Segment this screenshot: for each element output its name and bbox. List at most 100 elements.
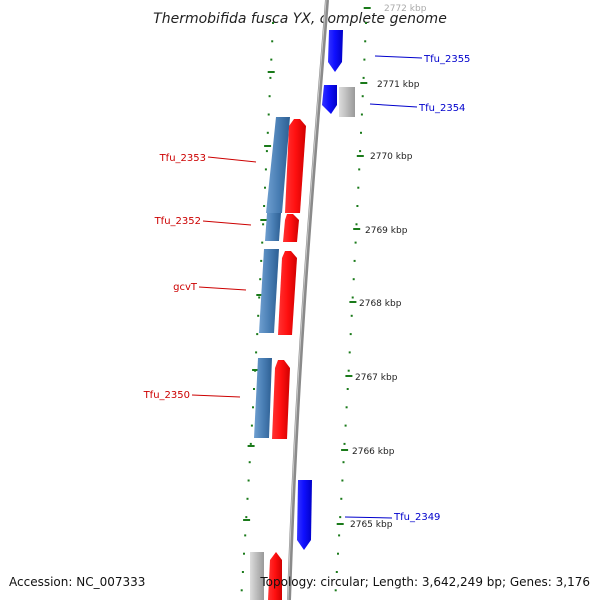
pseudogene-block[interactable]	[250, 552, 264, 600]
tick-mark	[243, 552, 245, 555]
tick-mark	[344, 424, 347, 427]
tick-mark	[360, 131, 362, 134]
tick-mark	[241, 571, 244, 573]
tick-mark	[355, 223, 358, 226]
tick-mark	[354, 241, 357, 244]
scale-label: 2769 kbp	[365, 226, 408, 236]
tick-mark	[267, 113, 270, 116]
scale-label: 2768 kbp	[359, 299, 402, 309]
forward-genes	[297, 30, 355, 550]
tick-mark	[357, 186, 360, 189]
tick-mark	[269, 76, 272, 79]
scale-label: 2770 kbp	[370, 152, 413, 162]
rna-block-tfu-2353[interactable]	[266, 117, 290, 213]
tick-mark	[340, 497, 343, 500]
tick-mark	[356, 205, 359, 207]
tick-mark	[246, 497, 249, 500]
rna-block-gcvt[interactable]	[259, 249, 279, 333]
major-tick	[360, 82, 368, 84]
tick-mark	[348, 351, 351, 354]
gene-arrow-tfu-2355[interactable]	[328, 30, 343, 72]
accession-text: Accession: NC_007333	[9, 575, 145, 589]
tick-mark	[262, 223, 265, 226]
tick-mark	[342, 461, 345, 464]
gene-arrow-tfu-2352[interactable]	[283, 214, 299, 242]
tick-mark	[240, 589, 243, 592]
scale-labels: 2772 kbp 2771 kbp 2770 kbp 2769 kbp 2768…	[350, 4, 427, 530]
major-tick	[345, 375, 353, 377]
gene-label-gcvt[interactable]: gcvT	[173, 282, 198, 293]
tick-mark	[265, 150, 268, 153]
tick-mark	[362, 76, 365, 79]
tick-mark	[363, 58, 366, 61]
inner-tick-ring	[240, 22, 275, 592]
tick-mark	[247, 479, 250, 482]
tick-mark	[263, 205, 266, 207]
tick-mark	[345, 406, 348, 409]
tick-mark	[261, 241, 264, 244]
tick-mark	[358, 168, 361, 171]
pseudogene-block[interactable]	[339, 87, 355, 117]
tick-mark	[365, 22, 367, 24]
major-tick	[247, 445, 255, 447]
gene-label-tfu-2354[interactable]: Tfu_2354	[418, 103, 465, 114]
tick-mark	[249, 442, 252, 445]
tick-mark	[337, 552, 339, 555]
tick-mark	[253, 388, 255, 390]
tick-mark	[349, 333, 352, 336]
major-tick	[349, 301, 357, 303]
major-tick	[267, 71, 275, 73]
gene-arrow-partial[interactable]	[268, 552, 282, 600]
major-tick	[356, 155, 364, 157]
tick-mark	[264, 186, 266, 189]
gene-arrow-tfu-2354[interactable]	[322, 85, 337, 114]
major-tick	[260, 219, 268, 221]
genome-backbone	[287, 0, 329, 600]
gene-label-tfu-2353[interactable]: Tfu_2353	[159, 153, 206, 164]
tick-mark	[351, 296, 354, 299]
tick-mark	[264, 168, 267, 171]
gene-arrow-tfu-2350[interactable]	[272, 360, 290, 439]
major-tick	[256, 294, 264, 296]
tick-mark	[260, 259, 263, 262]
tick-mark	[268, 95, 271, 98]
tick-mark	[259, 278, 262, 281]
tick-mark	[360, 113, 363, 116]
major-tick	[363, 7, 371, 9]
outer-tick-ring	[334, 7, 371, 592]
gene-label-tfu-2350[interactable]: Tfu_2350	[143, 390, 190, 401]
topology-text: Topology: circular; Length: 3,642,249 bp…	[259, 575, 590, 589]
tick-mark	[334, 589, 337, 592]
tick-mark	[338, 534, 341, 537]
tick-mark	[248, 461, 251, 464]
gene-labels: Tfu_2355 Tfu_2354 Tfu_2349 Tfu_2353 Tfu_…	[143, 54, 471, 523]
gene-arrow-gcvt[interactable]	[278, 251, 297, 335]
tick-mark	[270, 58, 273, 61]
rna-block-tfu-2352[interactable]	[265, 213, 281, 241]
gene-label-tfu-2349[interactable]: Tfu_2349	[393, 512, 440, 523]
tick-mark	[364, 40, 367, 43]
rna-block-tfu-2350[interactable]	[254, 358, 272, 438]
tick-mark	[341, 479, 344, 482]
tick-mark	[257, 314, 260, 317]
gene-arrow-tfu-2353[interactable]	[285, 119, 306, 213]
gene-label-tfu-2355[interactable]: Tfu_2355	[423, 54, 470, 65]
scale-label: 2771 kbp	[377, 80, 420, 90]
reverse-genes	[250, 117, 306, 600]
scale-label: 2766 kbp	[352, 447, 395, 457]
gene-arrow-tfu-2349[interactable]	[297, 480, 312, 550]
tick-mark	[361, 95, 364, 98]
major-tick	[353, 228, 361, 230]
tick-mark	[339, 516, 342, 519]
tick-mark	[353, 259, 356, 262]
tick-mark	[359, 150, 362, 153]
tick-mark	[256, 333, 259, 336]
gene-label-tfu-2352[interactable]: Tfu_2352	[154, 216, 201, 227]
tick-mark	[250, 424, 253, 427]
major-tick	[252, 369, 260, 371]
leader-lines	[191, 55, 423, 519]
tick-mark	[271, 40, 274, 43]
tick-mark	[343, 442, 346, 445]
tick-mark	[347, 369, 350, 372]
